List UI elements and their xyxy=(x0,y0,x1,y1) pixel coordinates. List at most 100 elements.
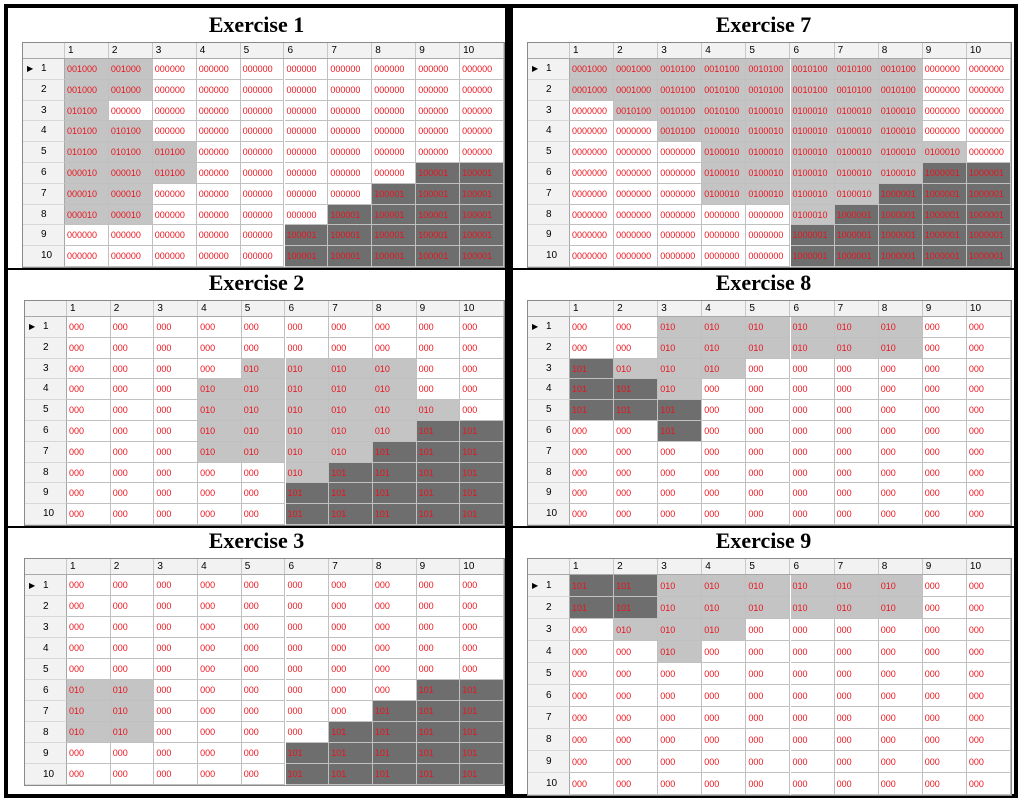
grid-cell[interactable]: 000 xyxy=(966,462,1011,484)
row-header[interactable]: 8 xyxy=(25,722,67,743)
grid-cell[interactable]: 101 xyxy=(570,379,615,401)
grid-cell[interactable]: 010 xyxy=(834,337,879,359)
row-header[interactable]: 9 xyxy=(23,225,65,247)
grid-cell[interactable]: 000 xyxy=(154,680,199,701)
grid-cell[interactable]: 0000000 xyxy=(966,100,1011,122)
grid-cell[interactable]: 000 xyxy=(154,764,199,785)
grid-cell[interactable]: 000 xyxy=(416,358,461,380)
grid-cell[interactable]: 010 xyxy=(329,441,373,463)
grid-cell[interactable]: 000000 xyxy=(372,59,417,80)
grid-cell[interactable]: 000 xyxy=(834,483,879,505)
grid-cell[interactable]: 000 xyxy=(570,707,615,729)
grid-cell[interactable]: 000000 xyxy=(240,246,285,267)
grid-cell[interactable]: 000 xyxy=(67,617,111,638)
row-header[interactable]: 10 xyxy=(528,773,570,795)
grid-cell[interactable]: 000 xyxy=(790,462,835,484)
grid-cell[interactable]: 000 xyxy=(460,317,504,338)
grid-cell[interactable]: 000 xyxy=(198,337,242,359)
grid-cell[interactable]: 000 xyxy=(922,317,967,338)
grid-cell[interactable]: 000000 xyxy=(240,183,285,205)
grid-cell[interactable]: 0000000 xyxy=(570,225,615,247)
grid-cell[interactable]: 000 xyxy=(285,638,330,659)
grid-cell[interactable]: 000000 xyxy=(416,121,461,143)
grid-cell[interactable]: 0000000 xyxy=(702,246,747,267)
grid-cell[interactable]: 000 xyxy=(922,358,967,380)
grid-cell[interactable]: 000 xyxy=(241,659,286,680)
grid-cell[interactable]: 000 xyxy=(372,638,417,659)
grid-cell[interactable]: 010 xyxy=(241,421,286,442)
grid-cell[interactable]: 000 xyxy=(285,680,330,701)
grid-cell[interactable]: 000000 xyxy=(328,121,373,143)
grid-cell[interactable]: 000 xyxy=(67,421,111,442)
grid-cell[interactable]: 000000 xyxy=(460,59,504,80)
grid-cell[interactable]: 000 xyxy=(922,773,967,795)
grid-cell[interactable]: 000 xyxy=(746,619,791,641)
grid-cell[interactable]: 100001 xyxy=(460,183,504,205)
grid-cell[interactable]: 000 xyxy=(460,659,504,680)
column-header[interactable]: 4 xyxy=(198,559,242,574)
grid-cell[interactable]: 000 xyxy=(329,317,373,338)
grid-cell[interactable]: 0000000 xyxy=(922,121,967,143)
grid-cell[interactable]: 000 xyxy=(329,701,373,722)
grid-cell[interactable]: 000 xyxy=(416,317,461,338)
grid-cell[interactable]: 000010 xyxy=(65,204,109,226)
grid-cell[interactable]: 000 xyxy=(878,729,923,751)
grid-cell[interactable]: 000 xyxy=(878,641,923,663)
grid-cell[interactable]: 000 xyxy=(834,619,879,641)
grid-cell[interactable]: 101 xyxy=(460,722,504,743)
grid-cell[interactable]: 1000001 xyxy=(834,225,879,247)
row-header[interactable]: 4 xyxy=(528,379,570,401)
grid-cell[interactable]: 000000 xyxy=(196,246,241,267)
grid-cell[interactable]: 000000 xyxy=(196,121,241,143)
grid-cell[interactable]: 000000 xyxy=(328,142,373,163)
grid-cell[interactable]: 101 xyxy=(329,504,373,525)
grid-cell[interactable]: 101 xyxy=(460,441,504,463)
grid-cell[interactable]: 0000000 xyxy=(922,79,967,101)
grid-cell[interactable]: 000000 xyxy=(328,59,373,80)
grid-cell[interactable]: 000 xyxy=(922,685,967,707)
grid-cell[interactable]: 001000 xyxy=(108,59,153,80)
grid-cell[interactable]: 000 xyxy=(878,685,923,707)
column-header[interactable]: 6 xyxy=(791,43,835,58)
grid-cell[interactable]: 010 xyxy=(285,421,330,442)
row-header[interactable]: 10 xyxy=(25,504,67,525)
column-header[interactable]: 9 xyxy=(923,559,967,574)
grid-cell[interactable]: 000 xyxy=(110,617,155,638)
grid-cell[interactable]: 000010 xyxy=(65,163,109,184)
grid-cell[interactable]: 000 xyxy=(241,317,286,338)
column-header[interactable]: 4 xyxy=(197,43,241,58)
grid-cell[interactable]: 0100010 xyxy=(790,204,835,226)
grid-cell[interactable]: 000 xyxy=(198,659,242,680)
grid-cell[interactable]: 000 xyxy=(922,504,967,525)
row-header[interactable]: ▶ 1 xyxy=(528,59,570,80)
row-header[interactable]: 3 xyxy=(25,617,67,638)
grid-cell[interactable]: 010 xyxy=(285,441,330,463)
column-header[interactable]: 2 xyxy=(614,43,659,58)
grid-cell[interactable]: 000 xyxy=(110,575,155,596)
grid-cell[interactable]: 101 xyxy=(416,701,461,722)
grid-cell[interactable]: 000 xyxy=(878,441,923,463)
grid-cell[interactable]: 010 xyxy=(329,379,373,401)
grid-cell[interactable]: 1000001 xyxy=(790,246,835,267)
row-header[interactable]: 6 xyxy=(25,421,67,442)
grid-cell[interactable]: 000 xyxy=(878,421,923,442)
grid-cell[interactable]: 000 xyxy=(154,317,199,338)
grid-cell[interactable]: 0100010 xyxy=(878,100,923,122)
grid-cell[interactable]: 0100010 xyxy=(790,142,835,163)
grid-cell[interactable]: 010 xyxy=(110,680,155,701)
grid-cell[interactable]: 010 xyxy=(790,317,835,338)
grid-cell[interactable]: 000 xyxy=(154,421,199,442)
grid-cell[interactable]: 010 xyxy=(241,358,286,380)
grid-cell[interactable]: 000 xyxy=(285,337,330,359)
grid-cell[interactable]: 000 xyxy=(198,701,242,722)
grid-cell[interactable]: 000000 xyxy=(152,121,197,143)
grid-cell[interactable]: 101 xyxy=(416,504,461,525)
grid-cell[interactable]: 101 xyxy=(329,722,373,743)
grid-cell[interactable]: 1000001 xyxy=(966,225,1011,247)
grid-cell[interactable]: 000 xyxy=(67,462,111,484)
grid-cell[interactable]: 0001000 xyxy=(614,79,659,101)
grid-cell[interactable]: 000 xyxy=(966,707,1011,729)
grid-cell[interactable]: 000 xyxy=(790,641,835,663)
grid-cell[interactable]: 000 xyxy=(658,751,703,773)
column-header[interactable]: 3 xyxy=(153,43,197,58)
